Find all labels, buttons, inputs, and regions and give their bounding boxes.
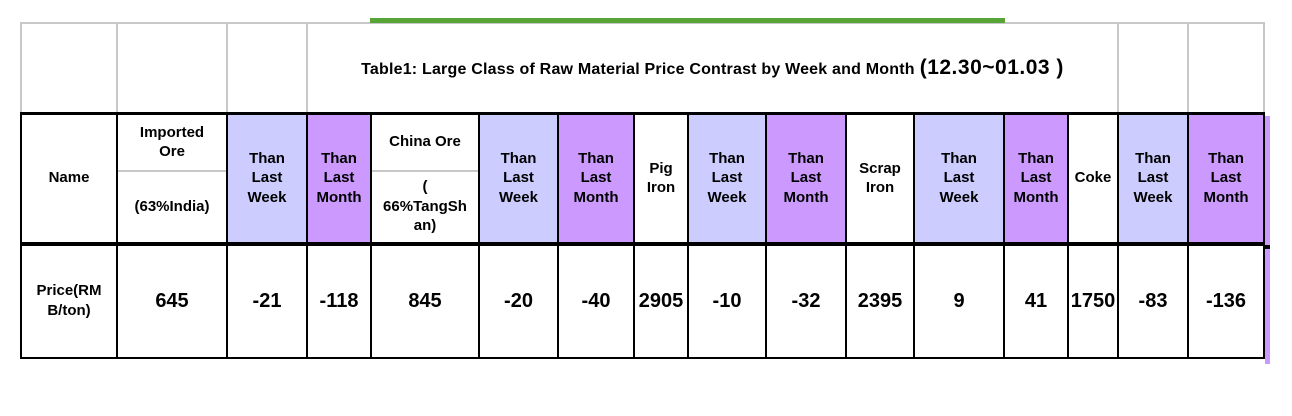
cell-price-imported-ore: 645 <box>116 242 228 359</box>
col-header-china-ore: China Ore ( 66%TangShan) <box>370 111 480 246</box>
col-header-scrap-iron: Scrap Iron <box>845 111 915 246</box>
cell-month-delta-pig-iron: -32 <box>765 242 847 359</box>
raw-material-price-table: Table1: Large Class of Raw Material Pric… <box>20 22 1265 359</box>
col-header-month-imported-ore: Than Last Month <box>306 111 372 246</box>
col-header-week-imported-ore: Than Last Week <box>226 111 308 246</box>
col-header-coke: Coke <box>1067 111 1119 246</box>
table-title-cell: Table1: Large Class of Raw Material Pric… <box>306 22 1119 114</box>
cell-week-delta-imported-ore: -21 <box>226 242 308 359</box>
cell-month-delta-imported-ore: -118 <box>306 242 372 359</box>
imported-ore-label: Imported Ore <box>119 116 225 172</box>
table-title: Table1: Large Class of Raw Material Pric… <box>361 60 915 78</box>
col-header-week-coke: Than Last Week <box>1117 111 1189 246</box>
title-row: Table1: Large Class of Raw Material Pric… <box>20 22 1265 114</box>
cell-price-pig-iron: 2905 <box>633 242 689 359</box>
cell-month-delta-coke: -136 <box>1187 242 1265 359</box>
grid-cell-empty <box>1187 22 1265 114</box>
cell-price-coke: 1750 <box>1067 242 1119 359</box>
col-header-month-coke: Than Last Month <box>1187 111 1265 246</box>
col-header-month-china-ore: Than Last Month <box>557 111 635 246</box>
cell-price-scrap-iron: 2395 <box>845 242 915 359</box>
col-header-month-scrap-iron: Than Last Month <box>1003 111 1069 246</box>
cell-month-delta-scrap-iron: 41 <box>1003 242 1069 359</box>
cell-month-delta-china-ore: -40 <box>557 242 635 359</box>
table-edge-fill-divider <box>1265 245 1270 249</box>
col-header-week-pig-iron: Than Last Week <box>687 111 767 246</box>
cell-week-delta-scrap-iron: 9 <box>913 242 1005 359</box>
imported-ore-grade: (63%India) <box>134 197 210 215</box>
row-header-price: Price(RMB/ton) <box>20 242 118 359</box>
grid-cell-empty <box>1117 22 1189 114</box>
china-ore-label: China Ore <box>373 116 477 172</box>
table-edge-fill <box>1265 116 1270 364</box>
col-header-week-scrap-iron: Than Last Week <box>913 111 1005 246</box>
col-header-week-china-ore: Than Last Week <box>478 111 559 246</box>
title-date-range: (12.30~01.03 ) <box>919 55 1064 79</box>
green-accent-line <box>370 18 1005 23</box>
cell-week-delta-pig-iron: -10 <box>687 242 767 359</box>
col-header-imported-ore: Imported Ore (63%India) <box>116 111 228 246</box>
grid-cell-empty <box>116 22 228 114</box>
price-row: Price(RMB/ton) 645 -21 -118 845 -20 -40 … <box>20 242 1265 359</box>
cell-price-china-ore: 845 <box>370 242 480 359</box>
cell-week-delta-china-ore: -20 <box>478 242 559 359</box>
cell-week-delta-coke: -83 <box>1117 242 1189 359</box>
grid-cell-empty <box>20 22 118 114</box>
col-header-pig-iron: Pig Iron <box>633 111 689 246</box>
grid-cell-empty <box>226 22 308 114</box>
col-header-month-pig-iron: Than Last Month <box>765 111 847 246</box>
col-header-name: Name <box>20 111 118 246</box>
header-row: Name Imported Ore (63%India) Than Last W… <box>20 111 1265 246</box>
china-ore-grade: ( 66%TangShan) <box>383 178 467 235</box>
